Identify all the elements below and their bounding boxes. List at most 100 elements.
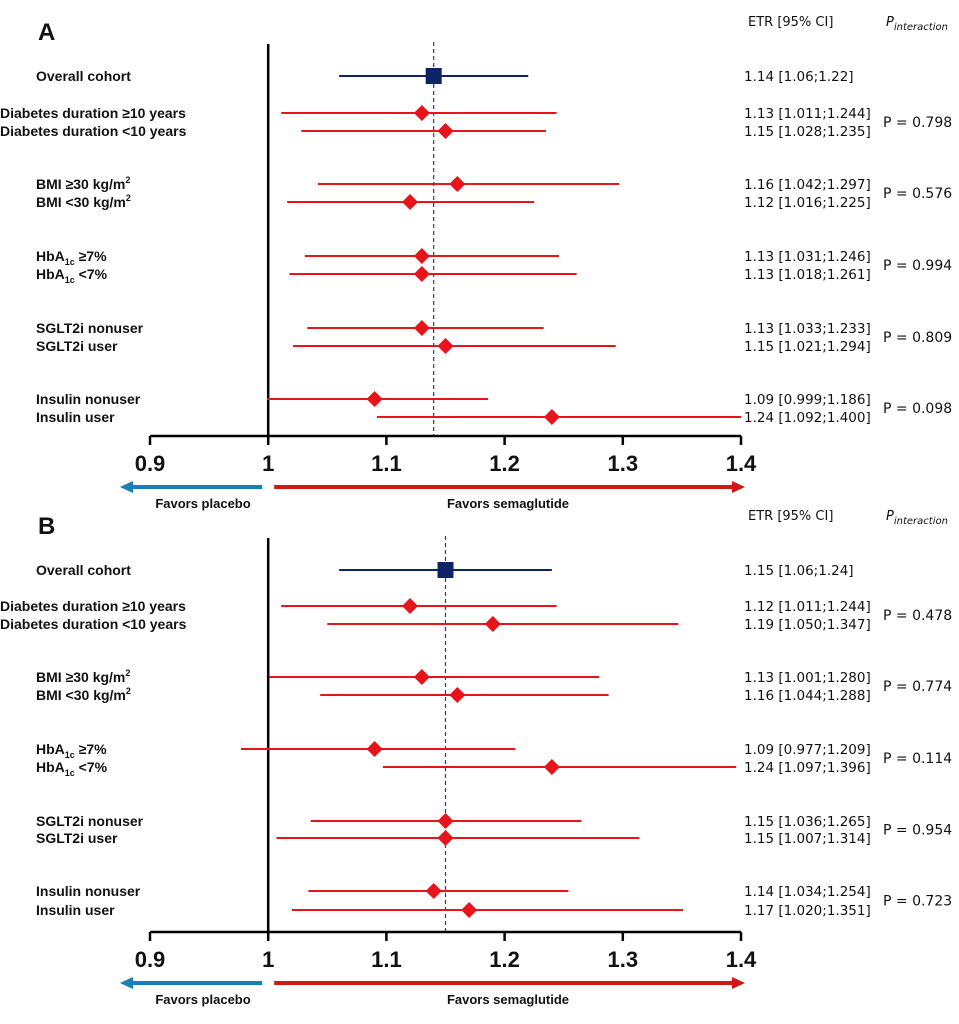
- x-tick-label: 1.2: [489, 451, 520, 476]
- x-tick-label: 1.2: [489, 947, 520, 972]
- p-subscript: interaction: [894, 516, 948, 527]
- etr-value: 1.15 [1.007;1.314]: [744, 831, 871, 847]
- row-label: Diabetes duration <10 years: [0, 123, 187, 139]
- row-label-text: BMI <30 kg/m: [36, 687, 126, 703]
- row-label: Insulin nonuser: [36, 883, 141, 899]
- p-subscript: interaction: [894, 22, 948, 33]
- p-interaction-value: P = 0.478: [883, 608, 952, 624]
- subgroup-estimate-diamond: [366, 741, 383, 757]
- x-tick-label: 1.3: [608, 451, 639, 476]
- row-label: Insulin user: [36, 409, 115, 425]
- row-label-tail: ≥7%: [75, 741, 107, 757]
- row-label: SGLT2i nonuser: [36, 320, 144, 336]
- row-label: Insulin user: [36, 902, 115, 918]
- x-tick-label: 1.3: [608, 947, 639, 972]
- etr-value: 1.14 [1.034;1.254]: [744, 884, 871, 900]
- subgroup-estimate-diamond: [366, 391, 383, 407]
- row-label-tail: <7%: [75, 266, 108, 282]
- row-label-text: BMI ≥30 kg/m: [36, 669, 125, 685]
- subgroup-estimate-diamond: [543, 759, 560, 775]
- etr-header: ETR [95% CI]: [748, 509, 833, 524]
- x-tick-label: 0.9: [135, 451, 166, 476]
- p-interaction-value: P = 0.723: [883, 894, 952, 910]
- etr-value: 1.17 [1.020;1.351]: [744, 903, 871, 919]
- x-tick-label: 1: [262, 947, 274, 972]
- etr-value: 1.13 [1.001;1.280]: [744, 670, 871, 686]
- x-tick-label: 1.1: [371, 451, 402, 476]
- subgroup-estimate-diamond: [413, 669, 430, 685]
- favors-semaglutide-label: Favors semaglutide: [447, 992, 569, 1007]
- etr-value: 1.15 [1.036;1.265]: [744, 814, 871, 830]
- p-interaction-value: P = 0.576: [883, 186, 952, 202]
- favors-placebo-arrowhead: [120, 977, 133, 989]
- row-label-text: Insulin user: [36, 409, 115, 425]
- subgroup-estimate-diamond: [425, 883, 442, 899]
- favors-semaglutide-label: Favors semaglutide: [447, 496, 569, 511]
- x-tick-label: 1: [262, 451, 274, 476]
- subgroup-estimate-diamond: [413, 248, 430, 264]
- row-label-superscript: 2: [125, 668, 130, 678]
- subgroup-estimate-diamond: [449, 176, 466, 192]
- row-label: BMI ≥30 kg/m2: [36, 668, 130, 685]
- etr-value: 1.14 [1.06;1.22]: [744, 69, 854, 85]
- row-label-text: BMI <30 kg/m: [36, 194, 126, 210]
- row-label: HbA1c <7%: [36, 266, 108, 285]
- etr-value: 1.12 [1.016;1.225]: [744, 195, 871, 211]
- x-tick-label: 1.4: [726, 451, 757, 476]
- row-label-text: HbA: [36, 741, 65, 757]
- subgroup-estimate-diamond: [461, 902, 478, 918]
- row-label-superscript: 2: [125, 175, 130, 185]
- row-label-subscript: 1c: [65, 750, 75, 760]
- row-label-subscript: 1c: [65, 768, 75, 778]
- p-interaction-value: P = 0.098: [883, 401, 952, 417]
- row-label-tail: ≥7%: [75, 248, 107, 264]
- subgroup-estimate-diamond: [543, 409, 560, 425]
- row-label: BMI <30 kg/m2: [36, 193, 131, 210]
- x-tick-label: 1.1: [371, 947, 402, 972]
- favors-placebo-label: Favors placebo: [155, 992, 250, 1007]
- subgroup-estimate-diamond: [437, 338, 454, 354]
- etr-value: 1.16 [1.044;1.288]: [744, 688, 871, 704]
- etr-value: 1.09 [0.999;1.186]: [744, 392, 871, 408]
- row-label: Insulin nonuser: [36, 391, 141, 407]
- row-label-superscript: 2: [126, 686, 131, 696]
- p-interaction-value: P = 0.774: [883, 679, 952, 695]
- row-label: Diabetes duration <10 years: [0, 616, 187, 632]
- row-label-subscript: 1c: [65, 257, 75, 267]
- row-label-text: Diabetes duration ≥10 years: [0, 598, 186, 614]
- etr-value: 1.15 [1.021;1.294]: [744, 339, 871, 355]
- row-label-text: Insulin nonuser: [36, 883, 141, 899]
- etr-value: 1.13 [1.011;1.244]: [744, 106, 871, 122]
- panel-letter: A: [38, 19, 55, 46]
- row-label-text: BMI ≥30 kg/m: [36, 176, 125, 192]
- row-label-text: Overall cohort: [36, 68, 131, 84]
- row-label-text: Diabetes duration <10 years: [0, 123, 187, 139]
- overall-estimate-square: [437, 562, 454, 578]
- subgroup-estimate-diamond: [413, 105, 430, 121]
- p-interaction-value: P = 0.994: [883, 258, 952, 274]
- row-label: Overall cohort: [36, 68, 131, 84]
- row-label-text: HbA: [36, 266, 65, 282]
- row-label-subscript: 1c: [65, 275, 75, 285]
- row-label: Diabetes duration ≥10 years: [0, 105, 186, 121]
- p-interaction-value: P = 0.954: [883, 823, 952, 839]
- favors-semaglutide-arrowhead: [732, 481, 745, 493]
- etr-value: 1.24 [1.092;1.400]: [744, 410, 871, 426]
- overall-estimate-square: [425, 68, 442, 84]
- etr-value: 1.24 [1.097;1.396]: [744, 760, 871, 776]
- row-label: Diabetes duration ≥10 years: [0, 598, 186, 614]
- panel-letter: B: [38, 513, 55, 540]
- row-label-text: SGLT2i user: [36, 830, 118, 846]
- etr-value: 1.13 [1.033;1.233]: [744, 321, 871, 337]
- row-label-text: Diabetes duration ≥10 years: [0, 105, 186, 121]
- subgroup-estimate-diamond: [402, 598, 419, 614]
- x-tick-label: 0.9: [135, 947, 166, 972]
- row-label-text: SGLT2i user: [36, 338, 118, 354]
- etr-value: 1.15 [1.028;1.235]: [744, 124, 871, 140]
- etr-value: 1.13 [1.031;1.246]: [744, 249, 871, 265]
- row-label-text: Insulin user: [36, 902, 115, 918]
- p-interaction-header: Pinteraction: [886, 15, 948, 33]
- row-label: BMI ≥30 kg/m2: [36, 175, 130, 192]
